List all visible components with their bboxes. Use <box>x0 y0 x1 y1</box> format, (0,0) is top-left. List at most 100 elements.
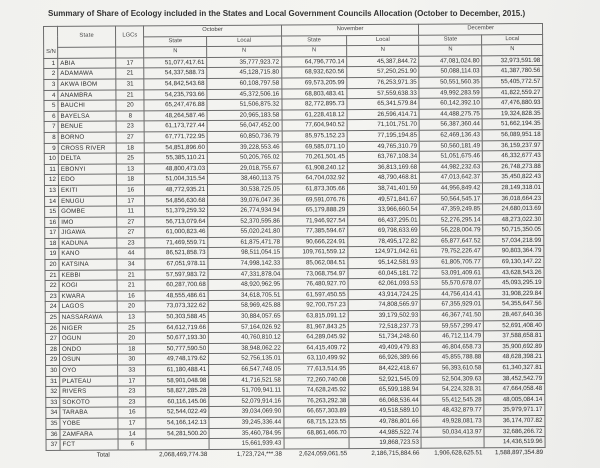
header-oct-local: Local <box>206 35 282 47</box>
nov-state-value: 69,585,071.10 <box>282 141 348 153</box>
dec-state-value: 55,412,545.28 <box>421 394 485 406</box>
dec-local-value: 52,691,408.40 <box>483 320 545 332</box>
nov-state-value: 63,815,091.12 <box>283 310 349 322</box>
row-sn: 17 <box>44 227 59 239</box>
dec-state-value: 50,560,181.49 <box>419 140 483 152</box>
row-state: EKITI <box>58 184 117 196</box>
row-lgcs: 17 <box>117 375 146 387</box>
row-state: NASSARAWA <box>59 312 118 324</box>
row-sn: 15 <box>44 206 59 218</box>
oct-local-value: 52,370,595.86 <box>207 215 283 227</box>
row-state: EBONYI <box>58 163 117 175</box>
oct-local-value: 39,034,069.90 <box>209 406 284 418</box>
nov-state-value: 64,704,032.92 <box>282 172 348 184</box>
row-lgcs: 20 <box>117 301 146 313</box>
dec-local-value: 32,686,266.72 <box>484 426 546 437</box>
nov-state-value: 92,700,757.23 <box>282 300 349 312</box>
dec-local-value: 41,387,780.56 <box>482 65 543 77</box>
allocation-table: S/N State LGCs October November December… <box>43 23 546 461</box>
dec-local-value: 28,467,640.36 <box>483 309 545 321</box>
row-state: AKWA IBOM <box>57 79 117 90</box>
header-lgcs: LGCs <box>115 25 144 48</box>
oct-local-value: 47,331,878.04 <box>208 268 283 280</box>
row-state: RIVERS <box>59 386 119 398</box>
row-sn: 26 <box>45 323 60 334</box>
dec-state-value: 56,393,610.58 <box>420 362 484 374</box>
row-state: ANAMBRA <box>57 89 117 101</box>
dec-state-value <box>421 436 485 448</box>
row-sn: 2 <box>43 68 58 80</box>
row-state: KWARA <box>59 290 118 302</box>
row-lgcs: 34 <box>117 258 146 270</box>
total-label: Total <box>60 449 147 461</box>
row-sn: 7 <box>44 121 59 133</box>
oct-local-value: 45,372,506.16 <box>207 88 282 100</box>
dec-state-value: 45,855,788.88 <box>420 352 484 364</box>
dec-local-value: 61,340,327.81 <box>483 362 545 374</box>
row-lgcs: 27 <box>116 216 145 228</box>
nov-local-value: 26,596,414.71 <box>347 108 420 120</box>
nov-local-value: 74,808,565.97 <box>348 299 421 311</box>
nov-local-value: 49,571,841.67 <box>347 193 420 205</box>
row-lgcs: 25 <box>117 322 146 334</box>
dec-state-value: 61,805,705.77 <box>420 256 484 268</box>
total-blank <box>46 450 61 461</box>
oct-local-value: 35,460,784.95 <box>209 427 284 439</box>
nov-local-value: 77,195,194.85 <box>347 130 420 142</box>
row-state: OSUN <box>59 354 118 366</box>
dec-state-value: 44,756,414.41 <box>420 288 484 300</box>
row-lgcs: 18 <box>116 142 145 154</box>
header-nov-state: State <box>281 35 347 47</box>
dec-local-value: 32,973,591.98 <box>482 55 543 67</box>
row-sn: 6 <box>44 111 59 122</box>
dec-local-value: 35,450,822.43 <box>482 171 544 183</box>
row-lgcs: 8 <box>116 110 145 122</box>
header-october: October <box>143 25 282 37</box>
row-sn: 30 <box>45 365 60 377</box>
dec-local-value: 28,149,318.01 <box>482 182 544 194</box>
dec-state-value: 50,564,545.17 <box>419 193 483 205</box>
row-sn: 21 <box>44 270 60 281</box>
dec-local-value: 43,628,543.26 <box>483 267 545 279</box>
row-lgcs: 20 <box>116 100 145 111</box>
oct-state-value: 60,116,145.06 <box>146 396 210 408</box>
oct-state-value: 58,827,285.28 <box>145 385 209 397</box>
row-state: TARABA <box>59 407 119 419</box>
oct-local-value: 30,884,057.65 <box>208 311 284 323</box>
dec-local-value: 36,174,707.82 <box>484 415 545 427</box>
row-sn: 27 <box>45 333 60 345</box>
dec-state-value: 50,088,114.03 <box>419 66 483 78</box>
row-sn: 25 <box>45 312 60 324</box>
dec-local-value: 48,628,398.21 <box>483 351 545 363</box>
dec-local-value: 19,324,828.35 <box>482 108 544 120</box>
nov-state-value: 81,967,843.25 <box>283 321 349 333</box>
row-lgcs: 21 <box>117 280 146 291</box>
oct-state-value: 64,612,719.66 <box>145 322 209 334</box>
oct-state-value: 48,772,935.21 <box>144 184 208 196</box>
total-oct-state-value: 2,068,469,774.38 <box>146 449 210 460</box>
dec-local-value: 48,273,022.30 <box>482 214 544 226</box>
oct-state-value: 54,851,896.60 <box>144 142 208 154</box>
oct-local-value: 38,460,113.75 <box>207 173 283 185</box>
nov-local-value: 66,068,536.44 <box>348 394 422 407</box>
row-sn: 29 <box>45 354 60 366</box>
row-sn: 23 <box>45 291 60 302</box>
currency-label: N <box>418 45 483 56</box>
nov-state-value: 61,873,305.66 <box>282 183 348 195</box>
dec-local-value: 69,130,147.22 <box>483 256 544 268</box>
row-sn: 10 <box>44 153 59 165</box>
row-state: KOGI <box>59 280 118 292</box>
row-sn: 28 <box>45 344 60 355</box>
row-state: BAUCHI <box>57 100 117 112</box>
oct-local-value: 41,716,521.58 <box>208 374 284 386</box>
nov-local-value: 44,985,522.74 <box>349 426 422 438</box>
oct-local-value: 52,756,135.01 <box>208 353 284 365</box>
dec-state-value: 44,956,849.42 <box>419 182 483 194</box>
row-sn: 22 <box>45 280 60 292</box>
row-state: YOBE <box>59 418 119 429</box>
oct-local-value: 30,538,725.05 <box>207 183 283 195</box>
oct-local-value: 39,076,047.36 <box>207 194 283 206</box>
row-lgcs: 23 <box>117 237 146 249</box>
oct-state-value: 54,281,500.20 <box>146 428 210 440</box>
oct-state-value: 50,777,590.50 <box>145 343 209 355</box>
